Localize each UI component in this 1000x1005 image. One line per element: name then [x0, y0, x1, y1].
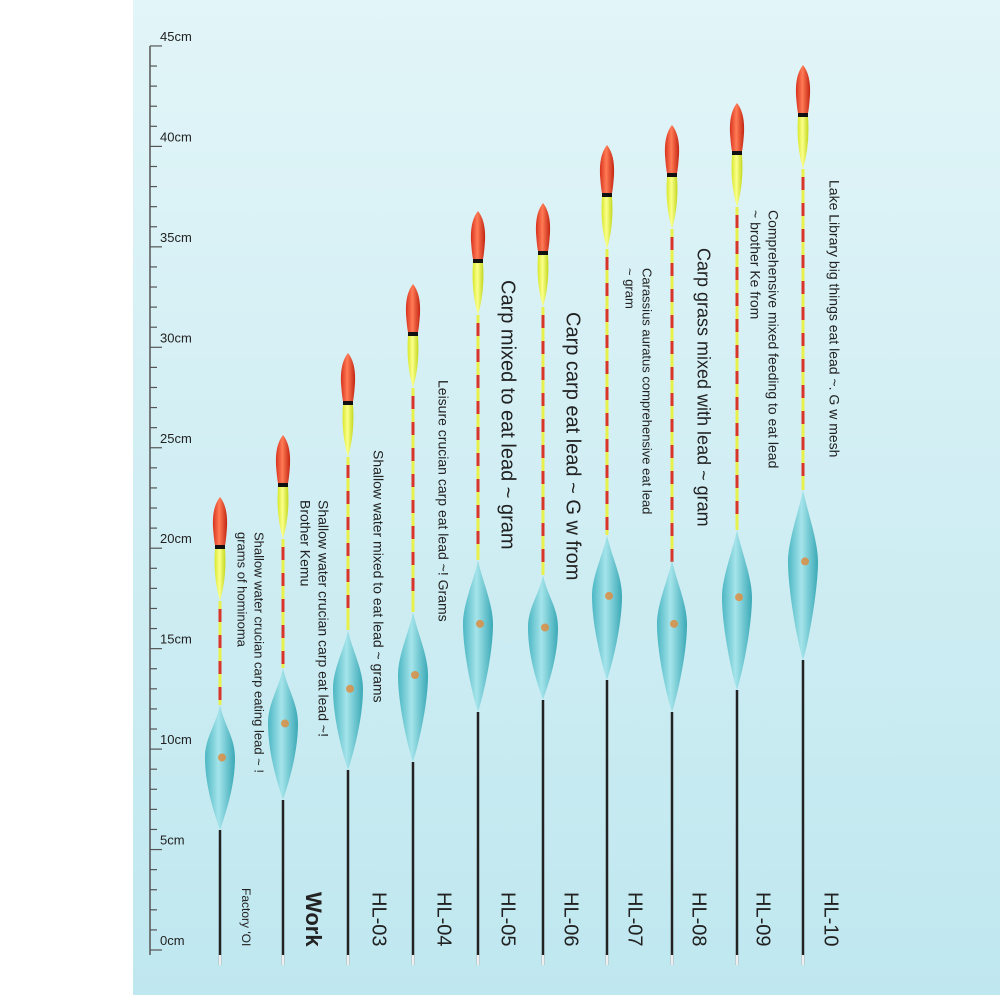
float-tip	[275, 435, 291, 483]
ruler-label: 15cm	[160, 632, 192, 647]
body-decoration	[735, 593, 743, 602]
background	[133, 0, 1000, 995]
body-decoration	[411, 671, 419, 679]
float-tip	[664, 125, 680, 173]
float-band	[215, 545, 225, 549]
float	[268, 435, 298, 965]
float-body	[788, 490, 818, 660]
float-model: HL-04	[433, 892, 455, 946]
float-description: Lake Library big things eat lead ~. G w …	[826, 180, 842, 457]
float-yellow	[342, 405, 354, 457]
float-tip	[405, 284, 421, 332]
float-description: Brother Kemu	[297, 500, 313, 586]
float-body	[657, 560, 687, 712]
float-yellow	[472, 263, 484, 315]
float-yellow	[537, 255, 549, 307]
body-decoration	[801, 557, 809, 566]
float-body	[205, 705, 235, 830]
float-body	[463, 560, 493, 712]
float-model: HL-06	[560, 892, 582, 946]
float-tip	[470, 211, 486, 259]
float-model: HL-10	[820, 892, 842, 946]
ruler-label: 20cm	[160, 531, 192, 546]
float-band	[732, 151, 742, 155]
float-body	[333, 630, 363, 770]
ruler-label: 45cm	[160, 29, 192, 44]
float-model: HL-05	[497, 892, 519, 946]
float-band	[343, 401, 353, 405]
float-body	[592, 535, 622, 680]
float-description: ~ brother Ke from	[747, 210, 763, 319]
body-decoration	[346, 684, 354, 693]
float-model: HL-08	[688, 892, 710, 946]
ruler-label: 30cm	[160, 330, 192, 345]
float-band	[408, 332, 418, 336]
float	[592, 145, 622, 965]
float	[333, 353, 363, 965]
body-decoration	[476, 619, 484, 628]
float-tip	[340, 353, 356, 401]
float-tip	[212, 497, 228, 545]
float-band	[473, 259, 483, 263]
float-description: Comprehensive mixed feeding to eat lead	[765, 210, 781, 468]
float-band	[538, 251, 548, 255]
body-decoration	[541, 623, 549, 632]
float-description: Shallow water crucian carp eating lead ~…	[252, 532, 267, 773]
ruler-label: 25cm	[160, 431, 192, 446]
ruler-label: 35cm	[160, 230, 192, 245]
float-yellow	[731, 155, 743, 207]
float-body	[398, 612, 428, 762]
ruler-label: 5cm	[160, 833, 185, 848]
float-tip	[795, 65, 811, 113]
float-tip	[599, 145, 615, 193]
float-description: Carp grass mixed with lead ~ gram	[693, 248, 713, 527]
float-description: Shallow water mixed to eat lead ~ grams	[370, 450, 386, 703]
float-description: ~ gram	[623, 268, 638, 309]
float-yellow	[214, 549, 226, 601]
body-decoration	[218, 753, 226, 762]
float	[205, 497, 235, 965]
float-yellow	[666, 177, 678, 229]
float	[788, 65, 818, 965]
float-tip	[535, 203, 551, 251]
float-description: Carp mixed to eat lead ~ gram	[497, 280, 519, 550]
float-yellow	[601, 197, 613, 249]
float-tip	[729, 103, 745, 151]
float	[463, 211, 493, 965]
ruler-label: 40cm	[160, 129, 192, 144]
float-band	[667, 173, 677, 177]
ruler-label: 10cm	[160, 732, 192, 747]
float-band	[602, 193, 612, 197]
float-model: HL-09	[752, 892, 774, 946]
float-body	[268, 668, 298, 800]
float-description: Leisure crucian carp eat lead ~! Grams	[435, 380, 451, 622]
float-band	[798, 113, 808, 117]
float-model: HL-07	[624, 892, 646, 946]
float	[398, 284, 428, 965]
float-description: Shallow water crucian carp eat lead ~!	[315, 500, 331, 737]
ruler-label: 0cm	[160, 933, 185, 948]
float-model: Factory 'OI	[239, 888, 253, 946]
float	[657, 125, 687, 965]
float-description: Carassius auratus comprehensive eat lead	[640, 268, 655, 514]
float-description: grams of hominoma	[235, 532, 250, 648]
float-body	[722, 530, 752, 690]
float	[722, 103, 752, 965]
float-yellow	[797, 117, 809, 169]
float-yellow	[277, 487, 289, 539]
float-model: HL-03	[368, 892, 390, 946]
float	[528, 203, 558, 965]
body-decoration	[281, 719, 289, 728]
float-description: Carp carp eat lead ~ G w from	[562, 312, 584, 580]
float-yellow	[407, 336, 419, 388]
body-decoration	[670, 619, 678, 628]
float-band	[278, 483, 288, 487]
body-decoration	[605, 591, 613, 600]
float-body	[528, 575, 558, 700]
float-model: Work	[301, 892, 326, 947]
